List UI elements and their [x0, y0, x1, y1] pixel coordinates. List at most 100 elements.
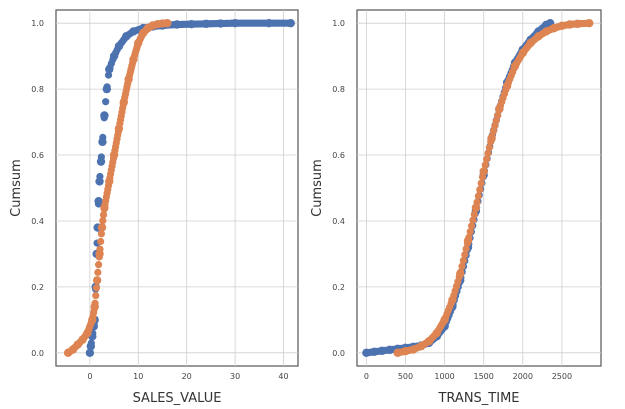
data-point: [483, 155, 491, 163]
y-axis-label: Cumsum: [9, 159, 24, 217]
data-point: [479, 167, 488, 176]
data-point: [549, 23, 559, 33]
data-point: [119, 98, 128, 107]
data-point: [83, 328, 92, 338]
data-point: [456, 269, 465, 278]
data-point: [92, 284, 101, 292]
data-point: [88, 315, 97, 325]
data-point: [94, 261, 103, 269]
data-point: [163, 18, 172, 28]
x-axis-label: SALES_VALUE: [133, 391, 222, 406]
data-point: [114, 124, 124, 133]
x-tick-label: 40: [278, 372, 288, 381]
x-tick-label: 1000: [434, 372, 454, 381]
data-point: [585, 18, 594, 28]
data-point: [121, 32, 131, 41]
data-point: [264, 18, 274, 28]
x-tick-label: 20: [182, 372, 192, 381]
data-point: [95, 249, 104, 259]
data-point: [487, 134, 496, 143]
data-point: [573, 19, 582, 29]
data-point: [109, 150, 119, 160]
x-tick-label: 2500: [552, 372, 572, 381]
data-point: [458, 262, 466, 270]
y-tick-label: 0.4: [332, 217, 345, 226]
data-point: [534, 32, 543, 41]
data-point: [86, 342, 96, 351]
data-point: [484, 149, 492, 157]
data-point: [201, 19, 211, 29]
data-point: [463, 236, 473, 245]
y-tick-label: 0.0: [332, 349, 345, 358]
data-point: [481, 161, 489, 169]
data-point: [187, 19, 196, 29]
data-point: [96, 157, 106, 166]
data-point: [97, 223, 107, 232]
data-point: [78, 335, 87, 344]
data-point: [124, 75, 133, 84]
data-point: [216, 19, 225, 28]
y-tick-label: 0.4: [31, 217, 44, 226]
y-tick-label: 1.0: [31, 19, 44, 28]
data-point: [99, 211, 108, 219]
data-point: [94, 196, 103, 206]
data-point: [462, 245, 470, 253]
data-point: [542, 27, 551, 36]
chart-trans-time: 0 500 1000 1500 2000 2500 0.0 0.2 0.4 0.6 0.8 1.0 TR…: [310, 9, 602, 406]
y-tick-label: 0.8: [332, 85, 345, 94]
data-point: [172, 20, 182, 29]
data-point: [495, 104, 504, 114]
data-point: [134, 38, 143, 48]
data-point: [370, 347, 379, 357]
x-axis-label: TRANS_TIME: [437, 391, 519, 406]
data-point: [90, 302, 99, 311]
data-point: [476, 186, 484, 194]
data-point: [95, 177, 104, 186]
data-point: [85, 348, 95, 358]
data-point: [477, 179, 485, 187]
data-point: [102, 84, 112, 94]
y-tick-label: 0.8: [31, 85, 44, 94]
data-point: [432, 328, 441, 338]
data-point: [469, 216, 477, 224]
data-point: [129, 27, 138, 36]
data-point: [385, 345, 395, 355]
x-tick-label: 500: [398, 372, 413, 381]
data-point: [416, 342, 426, 351]
data-point: [230, 18, 240, 28]
data-point: [286, 18, 295, 28]
data-point: [474, 192, 483, 200]
data-point: [518, 48, 527, 58]
data-point: [105, 177, 114, 186]
x-tick-label: 30: [230, 372, 240, 381]
data-point: [510, 61, 520, 71]
data-point: [485, 144, 493, 152]
data-point: [393, 348, 402, 358]
data-point: [98, 137, 107, 147]
y-tick-label: 0.2: [31, 283, 44, 292]
data-point: [471, 203, 481, 212]
data-point: [461, 251, 469, 259]
data-point: [409, 345, 418, 354]
data-point: [105, 65, 114, 74]
data-point: [97, 237, 105, 246]
data-point: [470, 210, 478, 218]
y-tick-label: 1.0: [332, 19, 345, 28]
data-point: [109, 51, 119, 61]
data-point: [565, 20, 574, 29]
x-tick-label: 10: [133, 372, 143, 381]
data-point: [440, 315, 449, 325]
data-point: [448, 295, 457, 305]
y-axis-label: Cumsum: [310, 159, 325, 217]
data-point: [92, 276, 102, 285]
data-point: [459, 256, 467, 265]
data-point: [466, 228, 474, 236]
data-point: [502, 81, 512, 91]
data-point: [92, 291, 100, 300]
data-point: [424, 337, 434, 346]
data-point: [97, 230, 106, 238]
y-tick-label: 0.2: [332, 283, 345, 292]
x-tick-label: 0: [87, 372, 92, 381]
data-point: [102, 98, 110, 106]
